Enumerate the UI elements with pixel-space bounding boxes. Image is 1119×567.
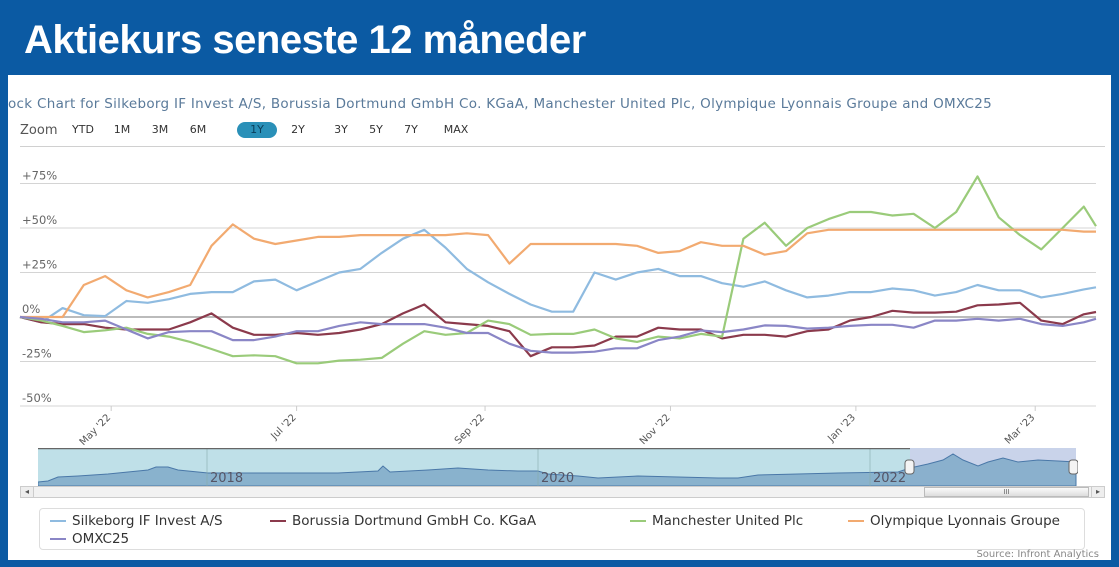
x-tick-label: Nov '22 bbox=[638, 412, 673, 447]
zoom-button-3y[interactable]: 3Y bbox=[334, 123, 348, 136]
x-tick-label: Mar '23 bbox=[1003, 412, 1037, 446]
scroll-thumb[interactable]: III bbox=[924, 487, 1089, 497]
divider bbox=[20, 146, 1105, 147]
navigator-right-handle[interactable] bbox=[1068, 459, 1079, 475]
navigator[interactable]: 2018 2020 2022 bbox=[37, 447, 1079, 487]
series-line-omxc25 bbox=[19, 315, 1097, 354]
zoom-button-ytd[interactable]: YTD bbox=[72, 123, 94, 136]
legend-label: Borussia Dortmund GmbH Co. KGaA bbox=[292, 513, 537, 529]
legend-line-symbol bbox=[630, 520, 646, 522]
navigator-year-label: 2022 bbox=[873, 471, 906, 486]
zoom-button-6m[interactable]: 6M bbox=[189, 123, 207, 136]
title-bar: Aktiekurs seneste 12 måneder bbox=[0, 0, 1119, 74]
legend-line-symbol bbox=[270, 520, 286, 522]
legend-item-silkeborg[interactable]: Silkeborg IF Invest A/S bbox=[50, 513, 223, 529]
x-tick-label: Jul '22 bbox=[269, 412, 299, 442]
y-tick-label: -25% bbox=[22, 347, 52, 361]
legend-label: Olympique Lyonnais Groupe bbox=[870, 513, 1060, 529]
y-tick-label: 0% bbox=[22, 302, 40, 316]
navigator-year-label: 2020 bbox=[541, 471, 574, 486]
x-tick-label: Jan '23 bbox=[825, 412, 858, 445]
zoom-button-max[interactable]: MAX bbox=[443, 123, 469, 136]
y-tick-label: +50% bbox=[22, 213, 57, 227]
x-tick-label: May '22 bbox=[78, 412, 114, 448]
series-line-silkeborg-if-invest-a-s bbox=[19, 228, 1097, 324]
legend-line-symbol bbox=[848, 520, 864, 522]
chart-panel: ock Chart for Silkeborg IF Invest A/S, B… bbox=[8, 75, 1111, 560]
legend-line-symbol bbox=[50, 538, 66, 540]
line-chart: -50% -25% 0% +25% +50% +75% May '22 Jul '22 Sep … bbox=[19, 169, 1097, 448]
navigator-left-handle[interactable] bbox=[904, 459, 915, 475]
x-tick-label: Sep '22 bbox=[453, 412, 487, 446]
series-line-olympique-lyonnais-groupe bbox=[20, 223, 1096, 319]
chart-title: ock Chart for Silkeborg IF Invest A/S, B… bbox=[8, 96, 993, 112]
zoom-button-1m[interactable]: 1M bbox=[113, 123, 131, 136]
legend-label: Silkeborg IF Invest A/S bbox=[72, 513, 223, 529]
navigator-scrollbar[interactable]: ◂ III ▸ bbox=[20, 486, 1105, 498]
legend-item-olympique[interactable]: Olympique Lyonnais Groupe bbox=[848, 513, 1060, 529]
y-tick-label: -50% bbox=[22, 391, 52, 405]
scroll-left-arrow[interactable]: ◂ bbox=[21, 487, 34, 497]
legend-line-symbol bbox=[50, 520, 66, 522]
legend-label: OMXC25 bbox=[72, 531, 130, 547]
y-tick-label: +25% bbox=[22, 258, 57, 272]
zoom-button-3m[interactable]: 3M bbox=[151, 123, 169, 136]
legend-item-manchester[interactable]: Manchester United Plc bbox=[630, 513, 803, 529]
y-tick-label: +75% bbox=[22, 169, 57, 183]
page-title: Aktiekurs seneste 12 måneder bbox=[24, 18, 586, 62]
zoom-button-7y[interactable]: 7Y bbox=[404, 123, 418, 136]
scroll-right-arrow[interactable]: ▸ bbox=[1091, 487, 1104, 497]
navigator-area bbox=[37, 453, 1077, 487]
series-line-borussia-dortmund-gmbh-co-kgaa bbox=[19, 301, 1097, 358]
series-line-manchester-united-plc bbox=[19, 175, 1097, 365]
legend-item-omxc25[interactable]: OMXC25 bbox=[50, 531, 129, 547]
navigator-year-label: 2018 bbox=[210, 471, 243, 486]
source-credit: Source: Infront Analytics bbox=[976, 549, 1099, 560]
navigator-chart: 2018 2020 2022 bbox=[37, 447, 1079, 487]
legend-item-borussia[interactable]: Borussia Dortmund GmbH Co. KGaA bbox=[270, 513, 536, 529]
zoom-button-2y[interactable]: 2Y bbox=[291, 123, 305, 136]
legend-label: Manchester United Plc bbox=[652, 513, 804, 529]
zoom-button-1y[interactable]: 1Y bbox=[237, 122, 277, 138]
zoom-label: Zoom bbox=[20, 123, 58, 138]
legend: Silkeborg IF Invest A/S Borussia Dortmun… bbox=[39, 508, 1085, 550]
zoom-button-5y[interactable]: 5Y bbox=[369, 123, 383, 136]
